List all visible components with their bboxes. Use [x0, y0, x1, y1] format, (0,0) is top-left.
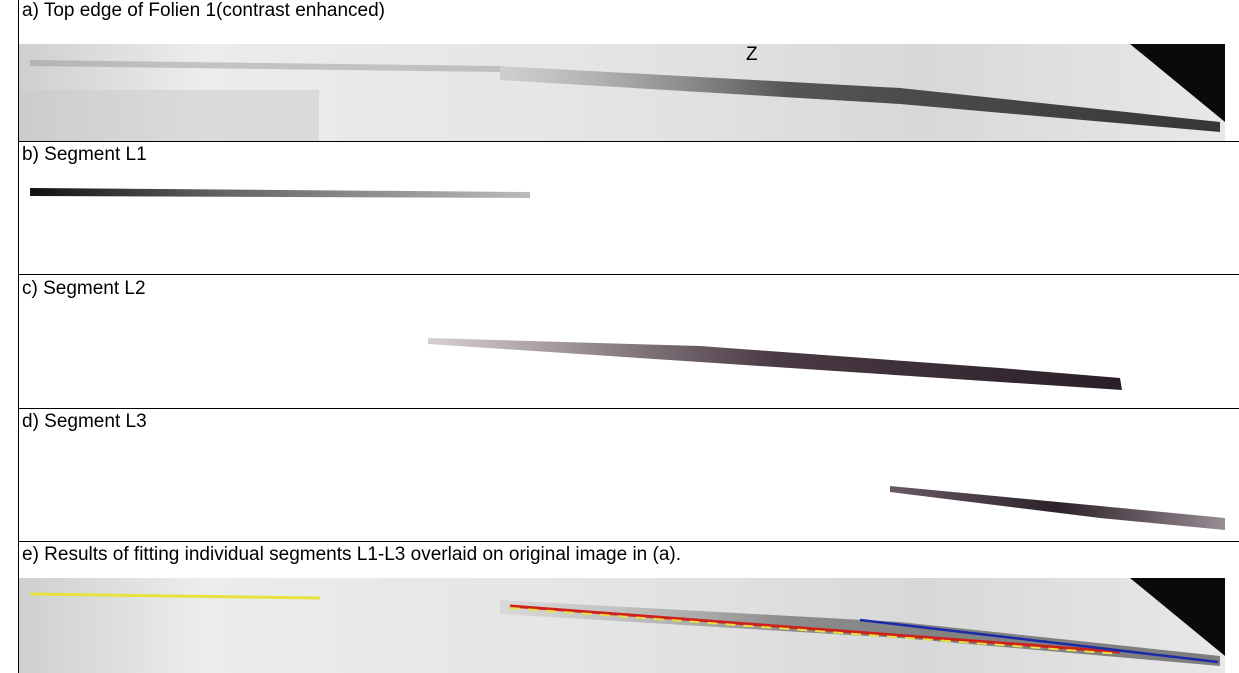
- panel-divider: [18, 141, 1239, 142]
- panel-label: e) Results of fitting individual segment…: [22, 544, 681, 566]
- image-e: [19, 578, 1225, 673]
- figure-images: [0, 0, 1239, 673]
- segment-l1: [30, 188, 530, 198]
- figure-page: a) Top edge of Folien 1(contrast enhance…: [0, 0, 1239, 673]
- image-a: [19, 44, 1225, 141]
- panel-divider: [18, 408, 1239, 409]
- panel-divider: [18, 541, 1239, 542]
- panel-divider: [18, 274, 1239, 275]
- segment-l2: [428, 338, 1122, 390]
- panel-border: [18, 0, 19, 673]
- panel-label: a) Top edge of Folien 1(contrast enhance…: [22, 0, 385, 22]
- segment-l3: [890, 486, 1225, 530]
- annotation: Z: [746, 44, 758, 66]
- panel-label: c) Segment L2: [22, 278, 146, 300]
- panel-label: d) Segment L3: [22, 411, 147, 433]
- panel-label: b) Segment L1: [22, 144, 147, 166]
